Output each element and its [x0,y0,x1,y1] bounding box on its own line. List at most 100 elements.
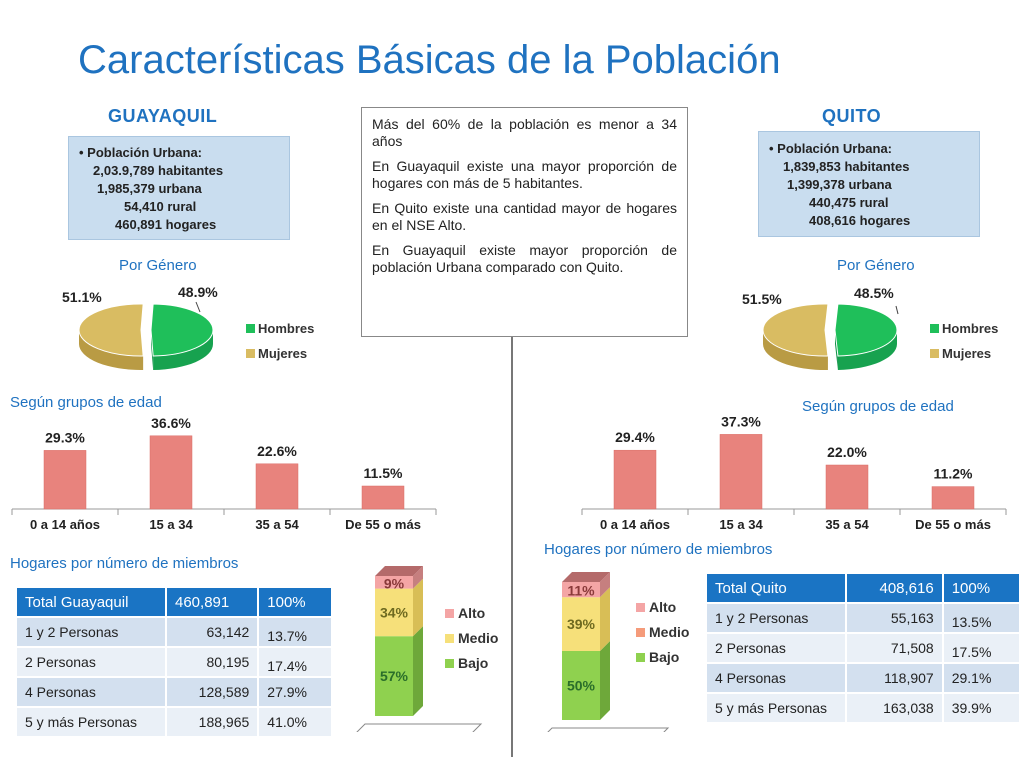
age-bar [255,463,299,510]
men-label-leader [195,301,201,313]
table-row: 2 Personas 71,508 17.5% [705,632,1022,664]
legend-label-alto: Alto [458,605,485,621]
population-households: 460,891 hogares [115,217,217,232]
population-urban-label: • Población Urbana: [79,145,203,160]
population-households: 408,616 hogares [809,213,911,228]
age-category-label: De 55 o más [915,517,991,532]
table-row: 5 y más Personas 163,038 39.9% [705,692,1022,724]
age-bar-value-label: 11.5% [364,465,403,481]
population-total: 1,839,853 habitantes [783,159,910,174]
age-bar [719,434,763,510]
nse-segment-side [600,587,610,651]
age-bar [825,464,869,510]
table-cell: 55,163 [845,602,944,634]
nse-segment-alto [375,576,413,589]
age-bar-value-label: 29.4% [615,429,655,445]
table-row: 1 y 2 Personas 63,142 13.7% [15,616,333,648]
table-cell: 5 y más Personas [15,706,167,738]
nse-bar-top [375,566,423,576]
nse-segment-label: 57% [380,668,409,684]
legend-swatch-bajo [636,653,645,662]
legend-label-alto: Alto [649,599,676,615]
table-cell: 41.0% [257,706,333,738]
table-header-cell: Total Guayaquil [15,586,167,618]
table-header-row: Total Quito 408,616 100% [705,572,1022,604]
table-cell: 4 Personas [15,676,167,708]
population-urban: 1,399,378 urbana [787,177,892,192]
table-row: 2 Personas 80,195 17.4% [15,646,333,678]
nse-bar-top [562,572,610,582]
summary-box: Más del 60% de la población es menor a 3… [361,107,688,337]
table-cell: 5 y más Personas [705,692,847,724]
age-category-label: 0 a 14 años [600,517,670,532]
women-slice-side [79,330,144,370]
page-title: Características Básicas de la Población [78,38,781,82]
guayaquil-households-label: Hogares por número de miembros [10,555,239,572]
age-bar-value-label: 22.6% [257,443,297,459]
center-divider [511,337,513,757]
table-cell: 27.9% [257,676,333,708]
nse-segment-label: 50% [567,678,596,694]
table-cell: 4 Personas [705,662,847,694]
legend-swatch-mujeres [930,349,939,358]
guayaquil-households-table: Total Guayaquil 460,891 100% 1 y 2 Perso… [15,586,333,738]
age-category-label: 35 a 54 [825,517,869,532]
table-cell: 71,508 [845,632,944,664]
men-slice-side [837,330,897,370]
men-label-leader [895,305,899,315]
age-bar-value-label: 11.2% [934,466,973,482]
table-header-cell: Total Quito [705,572,847,604]
quito-gender-pie: 51.5% 48.5% Hombres Mujeres [742,285,998,370]
legend-label-hombres: Hombres [258,321,314,336]
table-row: 4 Personas 128,589 27.9% [15,676,333,708]
legend-label-medio: Medio [649,624,689,640]
population-rural: 54,410 rural [124,199,197,214]
nse-segment-side [413,566,423,589]
chart-floor [547,727,670,732]
women-slice-side [763,330,828,370]
table-cell: 1 y 2 Personas [705,602,847,634]
legend-swatch-bajo [445,659,454,668]
guayaquil-heading: GUAYAQUIL [108,106,218,126]
table-cell: 80,195 [164,646,260,678]
nse-segment-bajo [562,651,600,720]
table-header-cell: 408,616 [845,572,944,604]
table-cell: 128,589 [164,676,260,708]
women-percent-label: 51.1% [62,289,102,305]
summary-point: En Quito existe una cantidad mayor de ho… [372,200,677,233]
chart-floor [356,723,483,732]
table-cell: 17.4% [257,646,333,678]
age-bar [613,449,657,510]
population-total: 2,03.9,789 habitantes [93,163,224,178]
table-header-cell: 460,891 [164,586,260,618]
men-percent-label: 48.9% [178,284,218,300]
age-bar [931,486,975,510]
quito-age-bar-chart: 29.4% 0 a 14 años 37.3% 15 a 34 22.0% 35 a 54… [581,413,1007,532]
summary-point: En Guayaquil existe una mayor proporción… [372,158,677,191]
nse-segment-side [600,641,610,720]
age-category-label: De 55 o más [345,517,421,532]
table-cell: 13.5% [941,602,1022,634]
quito-population-box: • Población Urbana: 1,839,853 habitantes… [758,131,980,237]
table-row: 1 y 2 Personas 55,163 13.5% [705,602,1022,634]
guayaquil-nse-stacked-bar: 57% 34% 9% Alto Medio Bajo [356,566,498,732]
nse-segment-label: 9% [384,575,405,591]
table-cell: 13.7% [257,616,333,648]
table-cell: 2 Personas [15,646,167,678]
age-bar-value-label: 37.3% [721,413,761,429]
guayaquil-age-bar-chart: 29.3% 0 a 14 años 36.6% 15 a 34 22.6% 35 a 54… [11,415,437,532]
age-category-label: 35 a 54 [255,517,299,532]
nse-segment-medio [562,597,600,651]
men-slice [150,303,214,357]
nse-segment-medio [375,588,413,637]
nse-segment-side [413,578,423,637]
legend-label-mujeres: Mujeres [258,346,307,361]
quito-households-label: Hogares por número de miembros [544,541,773,558]
nse-segment-alto [562,582,600,598]
nse-segment-side [600,572,610,598]
table-row: 4 Personas 118,907 29.1% [705,662,1022,694]
legend-swatch-alto [445,609,454,618]
age-bar-value-label: 36.6% [151,415,191,431]
legend-swatch-hombres [246,324,255,333]
women-slice [78,303,144,357]
